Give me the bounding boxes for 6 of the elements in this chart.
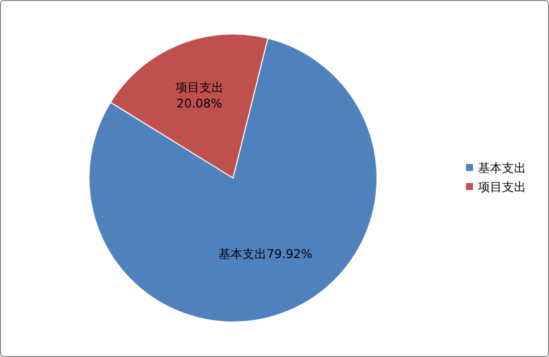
legend-label: 基本支出 xyxy=(478,161,526,175)
slice-label: 项目支出 xyxy=(175,80,224,94)
slice-label: 基本支出 xyxy=(218,247,267,262)
legend-label: 项目支出 xyxy=(478,180,526,194)
data-label: 79.92% xyxy=(266,247,312,262)
data-label: 20.08% xyxy=(176,96,222,110)
